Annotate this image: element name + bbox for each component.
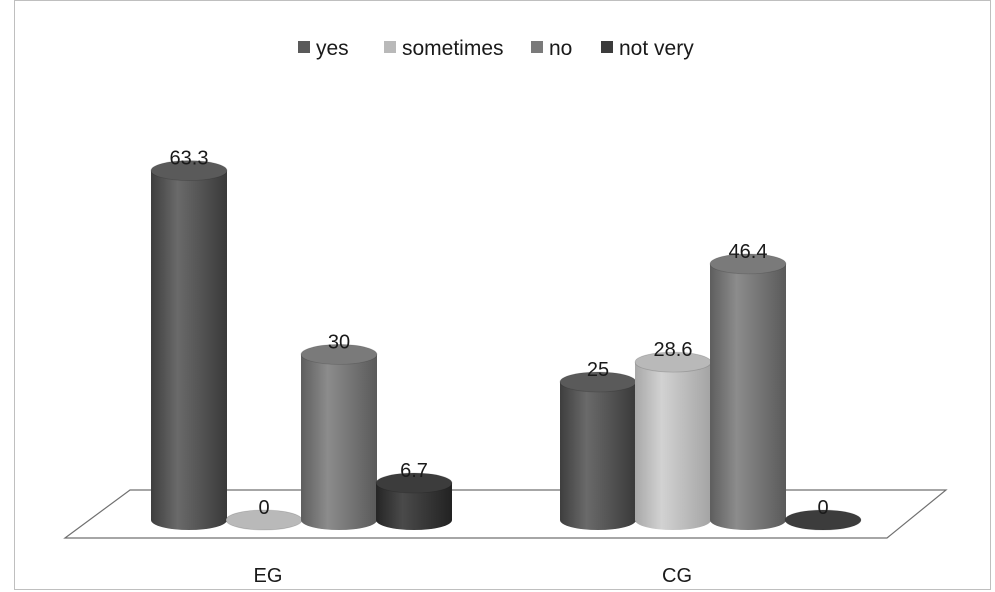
legend-swatch-no — [531, 41, 543, 53]
bar-cg-sometimes — [635, 352, 711, 530]
legend-label-yes: yes — [316, 37, 349, 60]
data-label-eg-no: 30 — [328, 331, 350, 353]
legend-swatch-sometimes — [384, 41, 396, 53]
legend-swatch-yes — [298, 41, 310, 53]
legend-label-not-very: not very — [619, 37, 694, 60]
bar-eg-no — [301, 344, 377, 530]
bar-body — [151, 171, 227, 530]
data-label-cg-no: 46.4 — [729, 241, 768, 263]
data-label-cg-not-very: 0 — [817, 497, 828, 519]
bar-body — [301, 354, 377, 530]
bar-body — [710, 264, 786, 530]
bar-eg-yes — [151, 161, 227, 530]
data-label-cg-yes: 25 — [587, 359, 609, 381]
data-label-cg-sometimes: 28.6 — [654, 339, 693, 361]
bar-body — [560, 382, 636, 530]
data-label-eg-sometimes: 0 — [258, 497, 269, 519]
legend-label-sometimes: sometimes — [402, 37, 504, 60]
category-label-eg: EG — [254, 565, 283, 587]
legend-label-no: no — [549, 37, 572, 60]
data-label-eg-yes: 63.3 — [170, 148, 209, 170]
bar-body — [635, 362, 711, 530]
data-label-eg-not-very: 6.7 — [400, 460, 428, 482]
bar-cg-no — [710, 254, 786, 530]
bars-group — [151, 161, 861, 530]
bar-cg-yes — [560, 372, 636, 530]
legend-swatch-not-very — [601, 41, 613, 53]
legend: yes sometimes no not very — [298, 37, 694, 60]
category-label-cg: CG — [662, 565, 692, 587]
